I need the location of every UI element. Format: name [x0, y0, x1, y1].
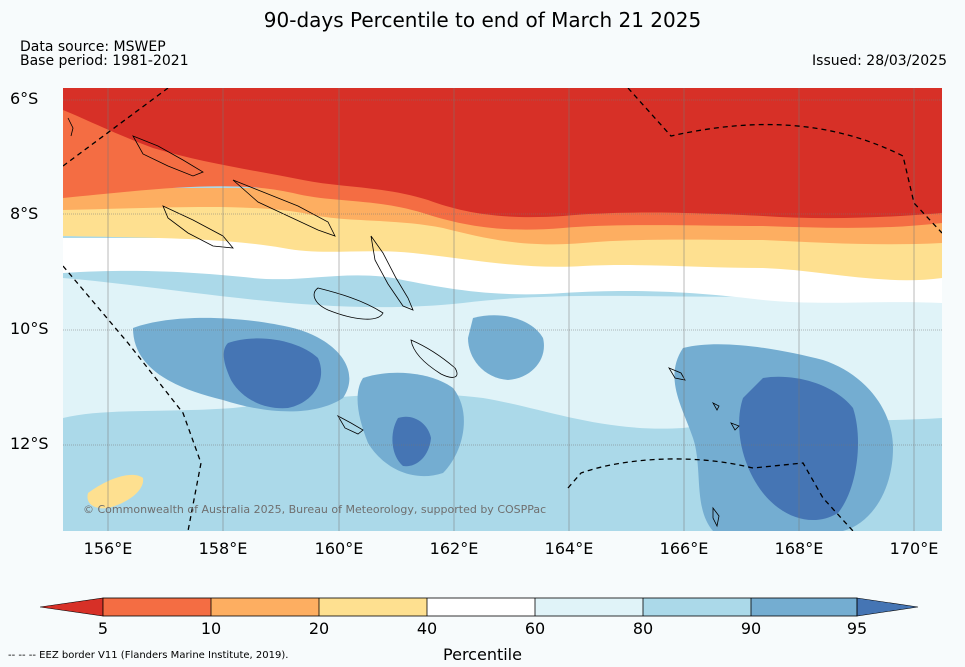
lon-label: 160°E — [314, 539, 364, 558]
lon-label: 170°E — [889, 539, 939, 558]
colorbar-segment — [319, 598, 427, 616]
colorbar-tick: 95 — [846, 619, 868, 638]
island-santa-cruz — [668, 367, 686, 381]
colorbar-svg — [39, 597, 919, 617]
eez-border — [63, 88, 942, 531]
colorbar-tick: 10 — [200, 619, 222, 638]
colorbar-segment — [643, 598, 751, 616]
island-makira — [410, 339, 458, 378]
lat-label: 10°S — [10, 319, 49, 338]
map-canvas — [63, 88, 942, 531]
percentile-map — [63, 88, 942, 531]
colorbar — [39, 594, 920, 620]
lon-label: 158°E — [198, 539, 248, 558]
colorbar-tick: 5 — [97, 619, 109, 638]
field-above-95-east — [739, 376, 858, 521]
island-west — [67, 117, 74, 137]
field-20-40-patch — [87, 474, 144, 509]
island-bougainville — [132, 135, 204, 177]
island-rennell — [336, 414, 364, 435]
field-above-95-central — [392, 416, 431, 467]
colorbar-segment — [103, 598, 211, 616]
field-above-95-west — [223, 338, 322, 409]
copyright-notice: © Commonwealth of Australia 2025, Bureau… — [83, 503, 547, 516]
lat-label: 6°S — [10, 89, 39, 108]
island-torres — [712, 506, 720, 528]
lon-label: 164°E — [544, 539, 594, 558]
island-choiseul — [232, 179, 336, 237]
island-tikopia — [730, 422, 740, 431]
colorbar-tick: 60 — [524, 619, 546, 638]
colorbar-arrow-high — [856, 597, 919, 617]
colorbar-segment — [535, 598, 643, 616]
island-guadalcanal — [313, 287, 384, 320]
colorbar-segment — [427, 598, 535, 616]
coastlines — [67, 117, 740, 528]
colorbar-title: Percentile — [443, 645, 522, 664]
colorbar-segment — [211, 598, 319, 616]
island-malaita — [370, 235, 414, 311]
map-title: 90-days Percentile to end of March 21 20… — [263, 8, 702, 32]
colorbar-tick: 40 — [416, 619, 438, 638]
lon-label: 168°E — [774, 539, 824, 558]
colorbar-tick: 20 — [308, 619, 330, 638]
lon-label: 166°E — [659, 539, 709, 558]
lat-label: 12°S — [10, 434, 49, 453]
lon-label: 156°E — [83, 539, 133, 558]
colorbar-tick: 90 — [740, 619, 762, 638]
field-90-95-patch — [468, 315, 544, 380]
colorbar-segment — [751, 598, 857, 616]
eez-legend-note: -- -- -- EEZ border V11 (Flanders Marine… — [8, 650, 289, 661]
lat-label: 8°S — [10, 204, 39, 223]
island-vanikoro — [711, 402, 720, 411]
data-source-label: Data source: MSWEP — [20, 39, 166, 55]
issued-date-label: Issued: 28/03/2025 — [812, 53, 947, 69]
lon-label: 162°E — [429, 539, 479, 558]
colorbar-arrow-low — [39, 597, 104, 617]
colorbar-tick: 80 — [632, 619, 654, 638]
base-period-label: Base period: 1981-2021 — [20, 53, 189, 69]
field-below-5 — [63, 88, 942, 219]
graticule — [63, 88, 942, 531]
